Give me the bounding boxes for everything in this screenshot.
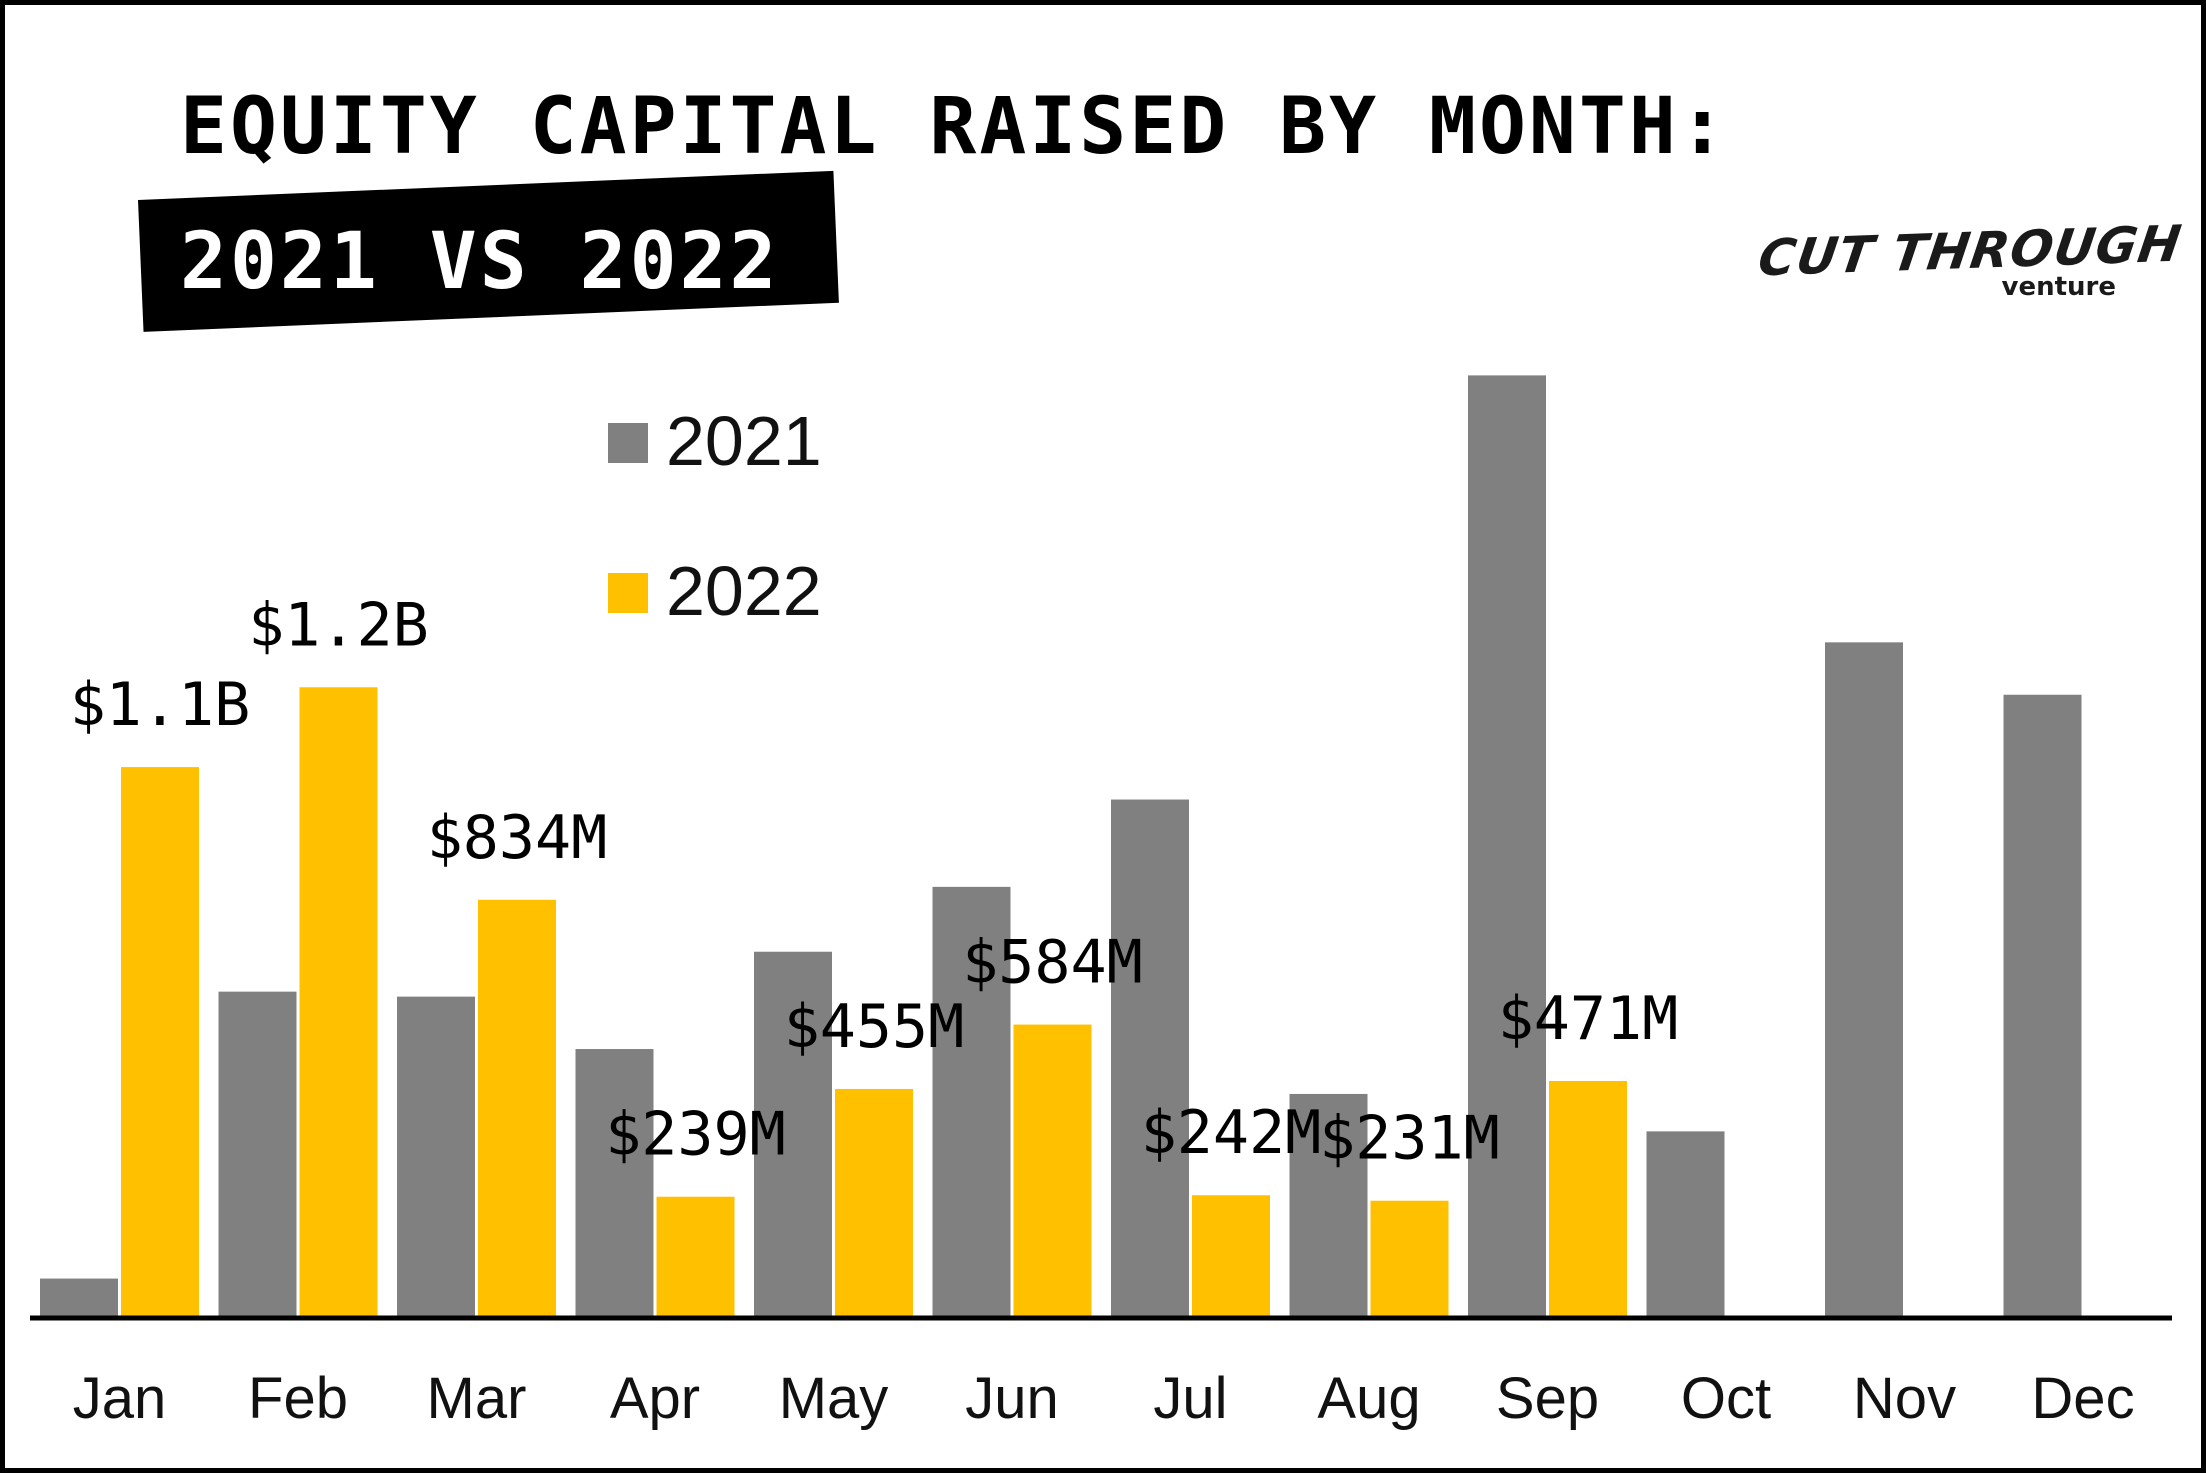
data-labels-layer: $1.1B $1.2B $834M $239M $455M$584M $242M$231M… xyxy=(70,590,1679,1173)
x-tick-sep: Sep xyxy=(1496,1366,1599,1431)
x-tick-jan: Jan xyxy=(73,1366,167,1431)
bar-2022-aug xyxy=(1370,1200,1449,1316)
bar-2022-may xyxy=(835,1088,913,1316)
data-label-2022-mar: $834M xyxy=(427,803,608,873)
x-axis-tick-labels: Jan Feb Mar Apr May Jun Jul Aug Sep Oct Nov Dec xyxy=(73,1366,2135,1431)
bar-2021-nov xyxy=(1825,642,1903,1316)
brand-logo-sub: venture xyxy=(2001,272,2117,302)
bars-layer xyxy=(40,375,2082,1316)
data-label-2022-feb: $1.2B xyxy=(248,590,429,660)
legend-swatch-2021 xyxy=(608,423,648,463)
data-label-2022-may: $455M xyxy=(784,992,965,1062)
data-label-2022-sep: $471M xyxy=(1498,984,1679,1054)
bar-2021-feb xyxy=(218,991,297,1316)
bar-2021-dec xyxy=(2003,694,2082,1316)
x-tick-dec: Dec xyxy=(2031,1366,2134,1431)
legend-label-2021: 2021 xyxy=(666,402,822,480)
legend: 2021 2022 xyxy=(608,402,822,630)
x-tick-nov: Nov xyxy=(1853,1366,1956,1431)
bar-2021-mar xyxy=(397,996,475,1316)
bar-2022-feb xyxy=(299,687,378,1316)
legend-swatch-2022 xyxy=(608,573,648,613)
x-tick-apr: Apr xyxy=(610,1366,700,1431)
x-tick-feb: Feb xyxy=(248,1366,348,1431)
x-tick-jun: Jun xyxy=(965,1366,1059,1431)
bar-2022-mar xyxy=(478,899,556,1316)
chart-subtitle: 2021 VS 2022 xyxy=(180,217,780,307)
x-tick-oct: Oct xyxy=(1681,1366,1771,1431)
x-tick-mar: Mar xyxy=(427,1366,527,1431)
bar-2021-aug xyxy=(1289,1093,1368,1316)
x-tick-may: May xyxy=(779,1366,889,1431)
bar-2021-jan xyxy=(40,1278,118,1316)
legend-label-2022: 2022 xyxy=(666,552,822,630)
bar-2022-apr xyxy=(656,1196,735,1316)
x-tick-aug: Aug xyxy=(1317,1366,1420,1431)
bar-2021-jul xyxy=(1111,799,1189,1316)
bar-2022-jan xyxy=(121,767,199,1316)
bar-2021-oct xyxy=(1646,1131,1725,1316)
bar-2021-jun xyxy=(932,886,1011,1316)
data-label-2022-apr: $239M xyxy=(605,1100,786,1170)
bar-2021-sep xyxy=(1468,375,1546,1316)
bar-2022-jul xyxy=(1192,1195,1270,1316)
x-tick-jul: Jul xyxy=(1153,1366,1227,1431)
bar-2022-sep xyxy=(1549,1080,1627,1316)
data-label-2022-jan: $1.1B xyxy=(70,670,251,740)
bar-2022-jun xyxy=(1013,1024,1092,1316)
brand-logo: CUT THROUGH venture xyxy=(1755,215,2186,302)
bar-2021-may xyxy=(754,951,832,1316)
data-label-2022-jun: $584M xyxy=(962,928,1143,998)
chart-title: EQUITY CAPITAL RAISED BY MONTH: xyxy=(180,82,1729,172)
data-label-2022-aug: $231M xyxy=(1319,1104,1500,1174)
bar-2021-apr xyxy=(575,1049,654,1316)
data-label-2022-jul: $242M xyxy=(1141,1098,1322,1168)
